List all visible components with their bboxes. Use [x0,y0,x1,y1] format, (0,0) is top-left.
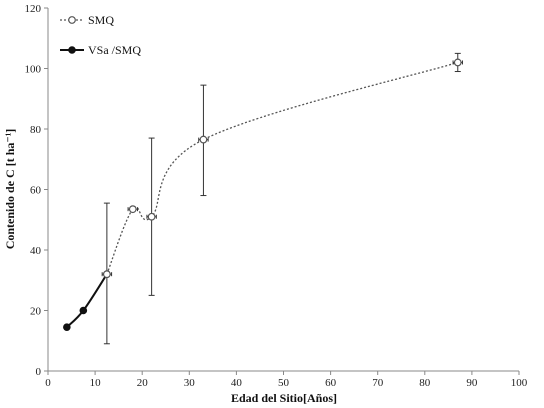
chart-series [63,52,463,345]
x-tick-label: 90 [466,377,478,389]
data-point-vsa [63,323,71,331]
legend-marker-vsa [68,46,76,54]
data-point-smq [199,135,208,144]
y-axis-label: Contenido de C [t ha⁻¹] [3,129,17,250]
y-tick-label: 100 [25,64,42,76]
x-tick-label: 0 [45,377,51,389]
series-smq-line [106,61,458,275]
x-tick-label: 70 [372,377,384,389]
legend: SMQ VSa /SMQ [60,13,141,57]
y-tick-label: 40 [30,245,42,257]
x-axis-label: Edad del Sitio[Años] [231,391,337,405]
legend-marker-smq [68,16,76,24]
data-point-smq [102,270,111,279]
y-tick-label: 80 [30,124,42,136]
data-point-smq [128,205,137,214]
data-point-vsa [79,306,88,315]
x-tick-label: 40 [231,377,243,389]
x-tick-label: 50 [278,377,290,389]
legend-label-smq: SMQ [88,13,114,27]
x-tick-label: 10 [90,377,102,389]
chart-axes [47,8,519,372]
y-tick-label: 0 [36,366,42,378]
x-tick-label: 20 [137,377,149,389]
series-vsa-line [66,273,108,328]
data-point-smq [453,58,462,67]
x-tick-label: 80 [419,377,431,389]
x-tick-label: 60 [325,377,337,389]
y-tick-label: 60 [30,185,42,197]
legend-label-vsa: VSa /SMQ [88,43,141,57]
chart-ticks: 0 10 20 30 40 50 60 70 80 90 100 0 20 40 60 80 100 120 [25,3,528,389]
y-tick-label: 120 [25,3,42,15]
data-point-smq [147,212,156,221]
y-tick-label: 20 [30,306,42,318]
x-tick-label: 100 [511,377,528,389]
x-tick-label: 30 [184,377,196,389]
